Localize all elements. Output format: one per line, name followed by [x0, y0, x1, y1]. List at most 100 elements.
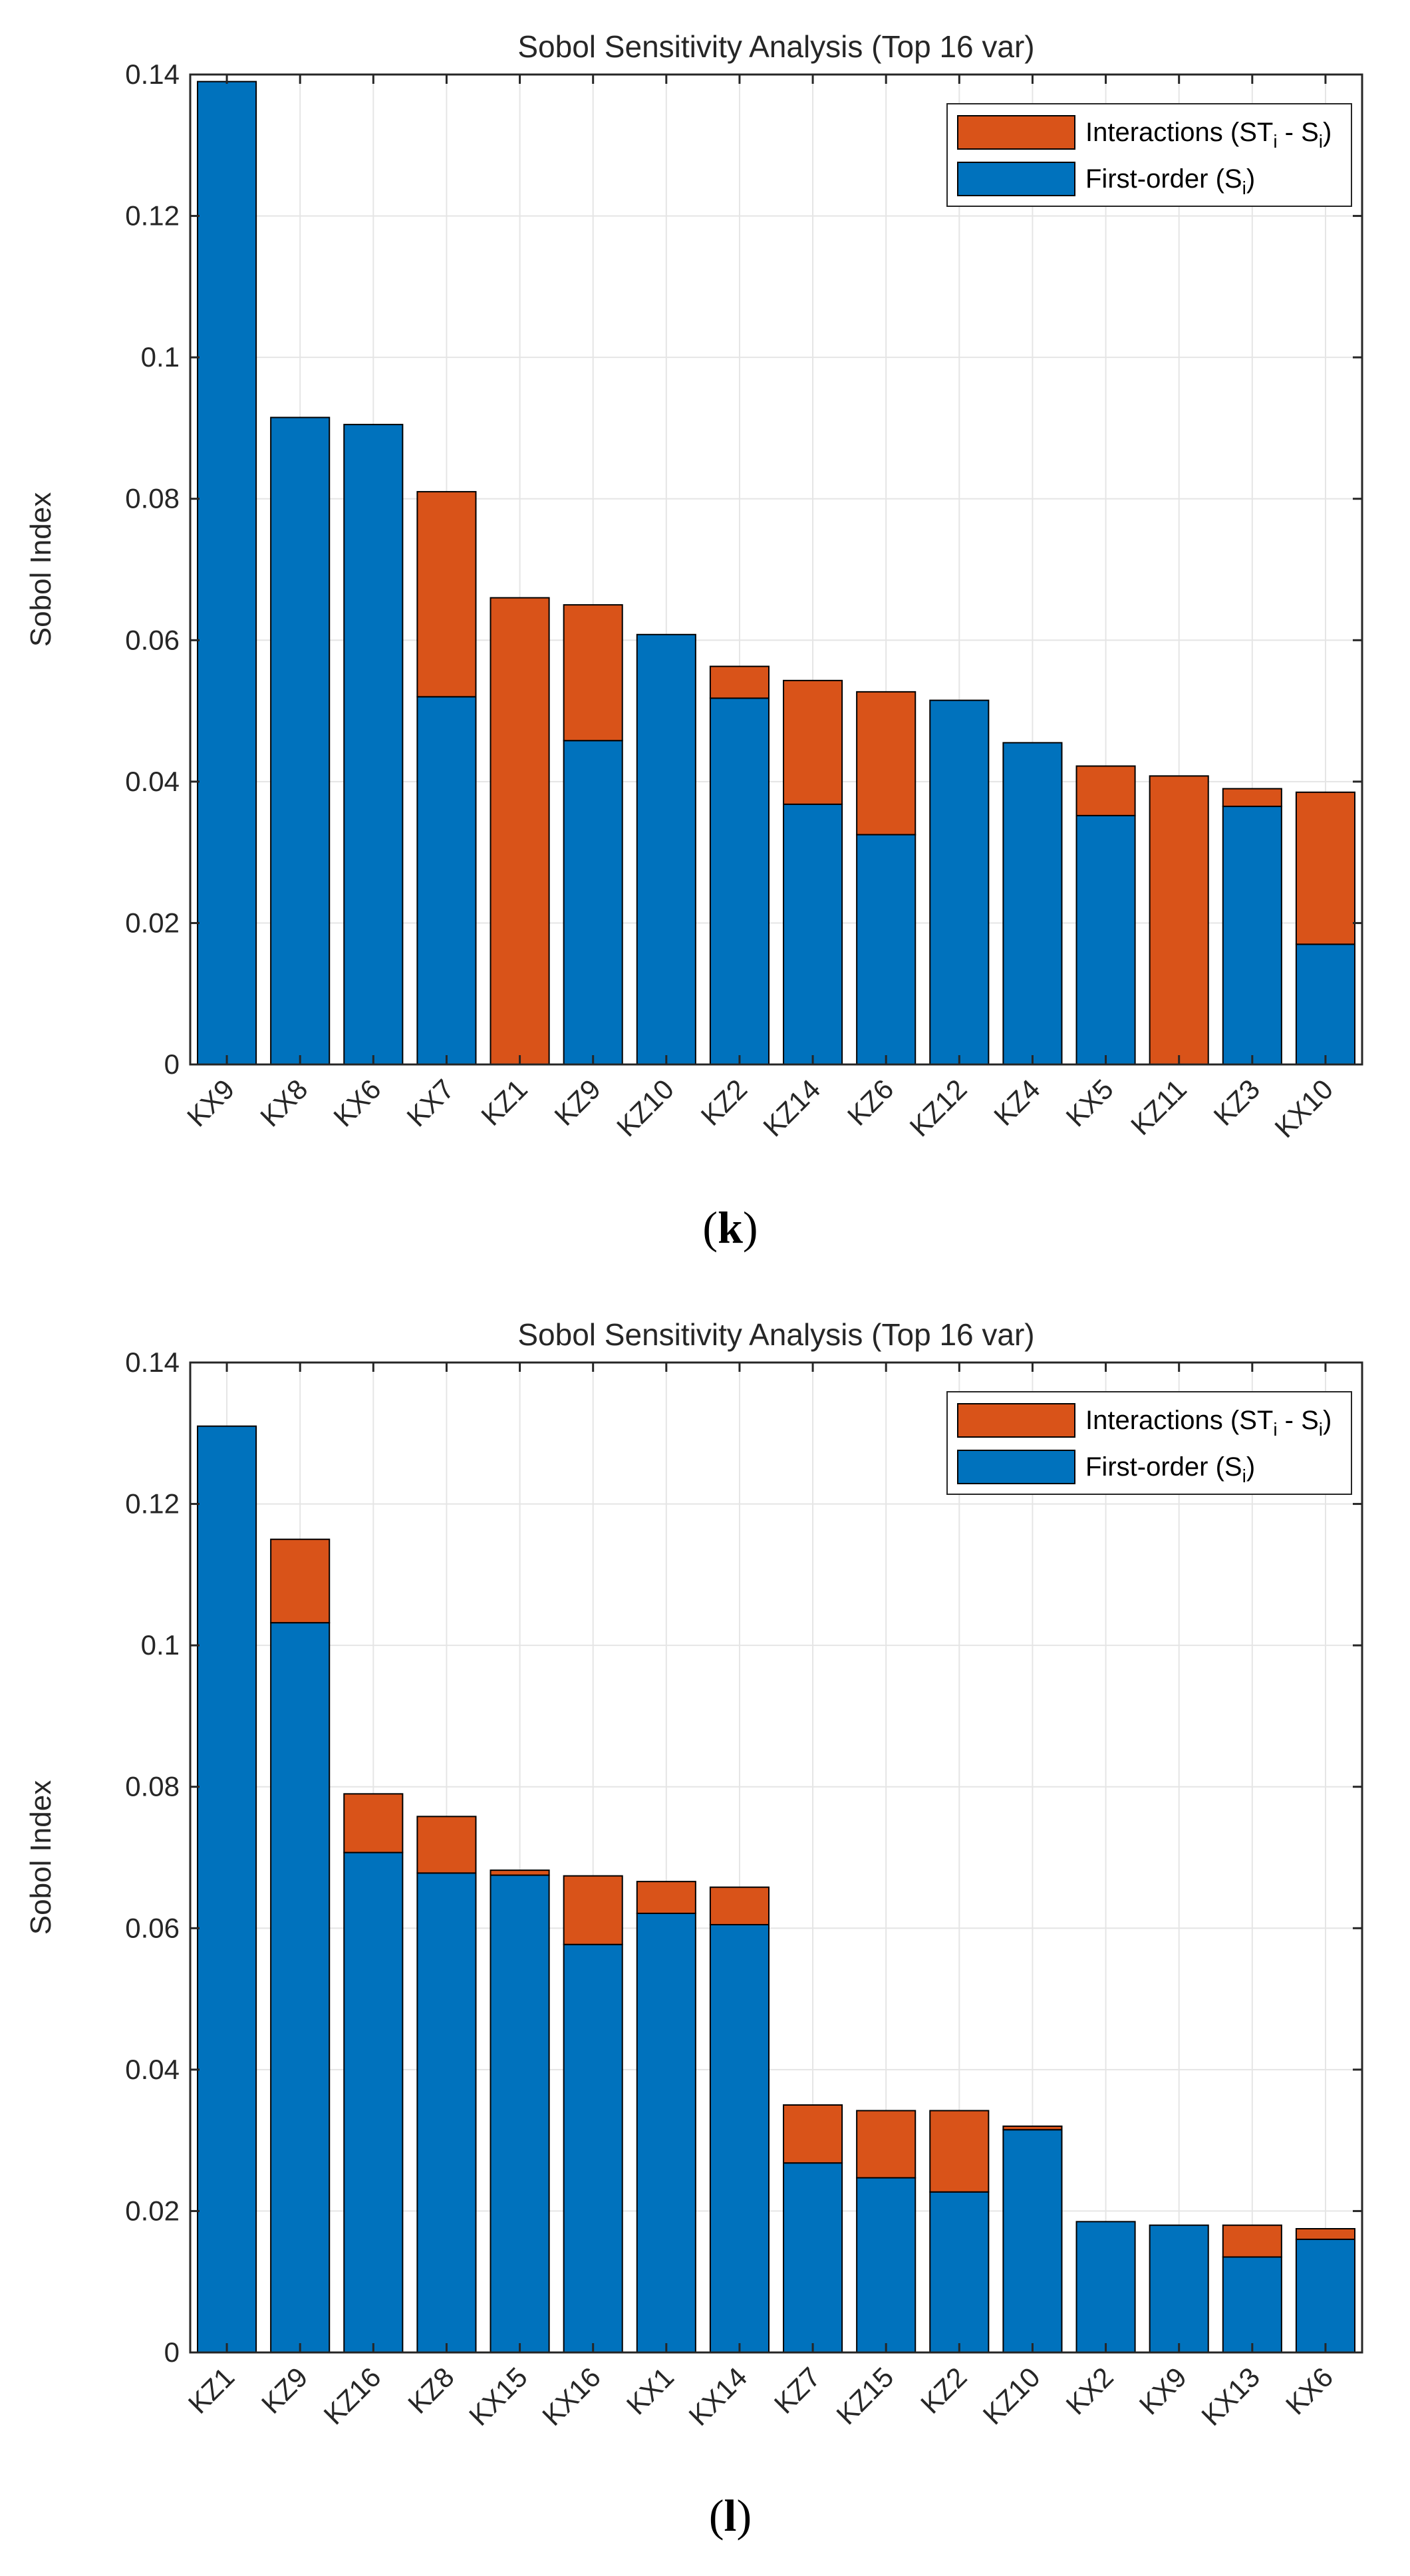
bar-interactions: [1075, 765, 1136, 816]
legend-swatch-first-order: [957, 1450, 1075, 1484]
bar-interactions: [636, 1881, 696, 1914]
y-tick-label: 0.12: [125, 200, 180, 232]
bar-first-order: [1002, 2129, 1063, 2353]
y-tick-label: 0.1: [141, 341, 180, 373]
y-tick-label: 0: [164, 2336, 180, 2368]
bar-first-order: [197, 1425, 257, 2354]
y-tick-label: 0.08: [125, 483, 180, 514]
legend-label: First-order (Si): [1085, 164, 1255, 198]
axes-box: [189, 73, 1363, 1066]
x-tick-label: KX8: [254, 1073, 313, 1132]
x-tick-label: KX7: [400, 1073, 460, 1132]
bar-interactions: [416, 491, 477, 698]
y-tick-label: 0.14: [125, 1347, 180, 1378]
bar-first-order: [563, 740, 623, 1065]
figure-k: 0 0.02 0.04 0.06 0.08 0.1 0.12 0.14 KX9 KX8 KX6 KX7…: [25, 29, 1363, 1253]
x-tick-label: KX2: [1060, 2361, 1119, 2420]
bar-interactions: [1295, 791, 1355, 945]
y-tick-label: 0.06: [125, 1912, 180, 1943]
x-tick-label: KZ3: [1207, 1073, 1266, 1132]
bar-first-order: [929, 699, 990, 1065]
y-tick-label: 0.12: [125, 1488, 180, 1520]
bar-interactions: [856, 691, 916, 836]
legend-label: First-order (Si): [1085, 1452, 1255, 1486]
legend-swatch-interactions: [957, 115, 1075, 150]
y-tick-label: 0.06: [125, 624, 180, 655]
bar-first-order: [270, 416, 331, 1065]
bar-interactions: [563, 1875, 623, 1945]
x-tick-label: KZ11: [1125, 1073, 1193, 1141]
x-tick-label: KZ2: [915, 2361, 973, 2420]
bar-interactions: [783, 679, 843, 805]
x-tick-label: KX6: [327, 1073, 386, 1132]
y-tick-label: 0.02: [125, 907, 180, 938]
bar-first-order: [1222, 2256, 1282, 2353]
bar-interactions: [270, 1538, 331, 1624]
legend: Interactions (STi - Si) First-order (Si): [946, 1391, 1352, 1495]
bar-first-order: [1222, 806, 1282, 1065]
y-axis-label: Sobol Index: [25, 1780, 57, 1935]
legend-label: Interactions (STi - Si): [1085, 1406, 1332, 1440]
y-tick-label: 0.1: [141, 1629, 180, 1661]
x-tick-label: KZ7: [768, 2361, 827, 2420]
bar-first-order: [1075, 814, 1136, 1065]
x-tick-label: KZ10: [977, 2361, 1046, 2430]
y-tick-label: 0.14: [125, 59, 180, 90]
bar-first-order: [563, 1943, 623, 2353]
x-tick-label: KZ4: [988, 1073, 1046, 1132]
figure-caption: (l): [709, 2490, 752, 2541]
bar-interactions: [416, 1816, 477, 1874]
legend: Interactions (STi - Si) First-order (Si): [946, 103, 1352, 207]
bar-interactions: [490, 597, 550, 1065]
x-tick-label: KX10: [1268, 1073, 1339, 1144]
bar-first-order: [1149, 2224, 1209, 2353]
figure-caption: (k): [702, 1202, 758, 1253]
bar-interactions: [783, 2104, 843, 2164]
bar-first-order: [416, 1872, 477, 2353]
x-tick-label: KZ14: [757, 1073, 826, 1142]
bar-first-order: [343, 424, 404, 1065]
x-tick-label: KX9: [181, 1073, 240, 1132]
legend-swatch-interactions: [957, 1403, 1075, 1438]
x-tick-label: KZ9: [548, 1073, 607, 1132]
bar-first-order: [343, 1852, 404, 2353]
bar-first-order: [270, 1622, 331, 2353]
bar-interactions: [1222, 2224, 1282, 2258]
y-axis: 0 0.02 0.04 0.06 0.08 0.1 0.12 0.14: [125, 1347, 1362, 2368]
x-tick-label: KX5: [1060, 1073, 1119, 1132]
bars: [197, 1425, 1355, 2354]
y-axis: 0 0.02 0.04 0.06 0.08 0.1 0.12 0.14: [125, 59, 1362, 1080]
x-tick-label: KZ1: [182, 2361, 241, 2420]
legend-swatch-first-order: [957, 162, 1075, 196]
bar-interactions: [343, 1793, 404, 1853]
x-tick-label: KZ9: [255, 2361, 314, 2420]
bar-first-order: [1295, 2238, 1355, 2354]
x-tick-label: KZ12: [903, 1073, 972, 1142]
x-tick-label: KX1: [621, 2361, 680, 2420]
bar-interactions: [490, 1869, 550, 1876]
bar-first-order: [636, 1912, 696, 2353]
legend-label: Interactions (STi - Si): [1085, 118, 1332, 152]
bar-first-order: [783, 803, 843, 1065]
chart-l: 0 0.02 0.04 0.06 0.08 0.1 0.12 0.14 KZ1 KZ9 KZ16 KZ…: [25, 1317, 1363, 2541]
x-tick-label: KX9: [1133, 2361, 1193, 2420]
bar-interactions: [1149, 775, 1209, 1065]
bar-first-order: [856, 2177, 916, 2353]
bar-first-order: [490, 1874, 550, 2353]
bar-interactions: [929, 2110, 990, 2193]
x-tick-label: KZ8: [402, 2361, 460, 2420]
bar-first-order: [1295, 943, 1355, 1066]
bar-interactions: [709, 1886, 770, 1925]
bar-first-order: [1002, 742, 1063, 1066]
bar-interactions: [563, 604, 623, 742]
chart-k: 0 0.02 0.04 0.06 0.08 0.1 0.12 0.14 KX9 KX8 KX6 KX7…: [25, 29, 1363, 1253]
bar-interactions: [1295, 2228, 1355, 2240]
x-tick-label: KX15: [463, 2361, 533, 2432]
bar-interactions: [1002, 2125, 1063, 2131]
x-tick-label: KX13: [1195, 2361, 1266, 2432]
bar-first-order: [856, 834, 916, 1065]
bar-first-order: [709, 697, 770, 1065]
bar-first-order: [1075, 2221, 1136, 2354]
y-tick-label: 0.02: [125, 2195, 180, 2226]
bar-first-order: [636, 633, 696, 1065]
